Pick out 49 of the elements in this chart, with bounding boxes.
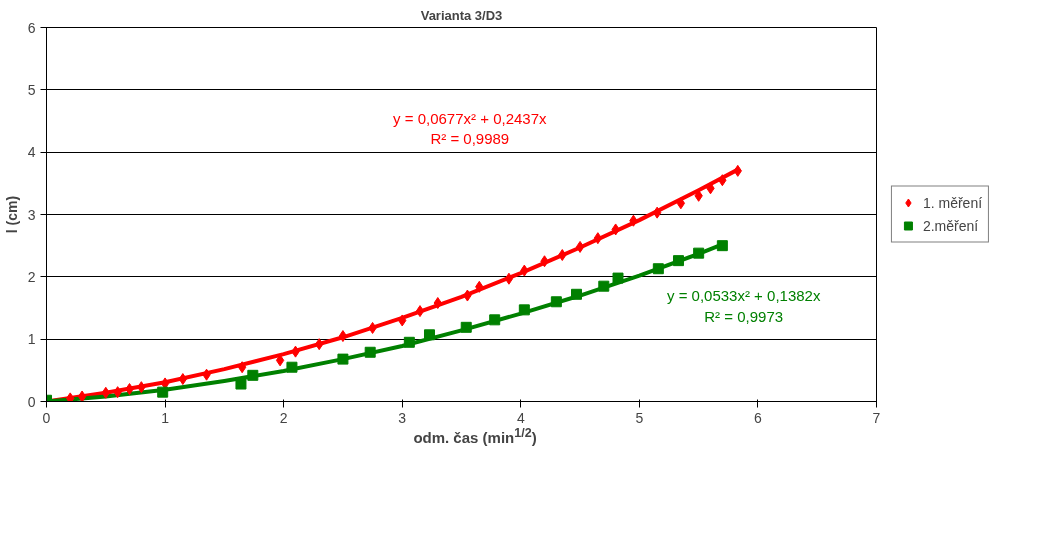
x-tick-label: 4 [516, 409, 525, 426]
y-axis-title: l (cm) [3, 195, 20, 234]
point [66, 392, 75, 402]
y-tick-label: 6 [27, 19, 36, 36]
point [693, 247, 705, 259]
point [652, 263, 664, 275]
x-tick-label: 7 [872, 409, 881, 426]
annotation: y = 0,0533x² + 0,1382x R² = 0,9973 [666, 287, 821, 325]
annotation: y = 0,0677x² + 0,2437x R² = 0,9989 [393, 109, 548, 148]
point [157, 386, 169, 398]
point [676, 197, 686, 210]
point [598, 280, 610, 292]
chart-title: Varianta 3/D3 [420, 7, 503, 23]
point [518, 304, 530, 316]
point [337, 353, 349, 365]
y-tick-label: 3 [27, 206, 36, 223]
y-tick-label: 5 [27, 81, 36, 98]
y-tick-label: 4 [27, 144, 36, 161]
x-tick-label: 0 [42, 409, 51, 426]
legend-label: 2.měření [922, 217, 979, 234]
point [489, 314, 501, 326]
point [460, 321, 472, 333]
x-tick-label: 2 [279, 409, 288, 426]
legend-label: 1. měření [922, 194, 983, 211]
x-tick-label: 3 [398, 409, 407, 426]
point [415, 305, 425, 318]
point [247, 369, 259, 381]
point [77, 390, 87, 402]
point [286, 361, 298, 373]
point [593, 232, 603, 245]
point [403, 336, 415, 348]
x-axis-title: odm. čas (min$^{1/2}$) [413, 425, 537, 448]
point [550, 296, 562, 308]
point [364, 346, 376, 358]
y-tick-label: 1 [27, 331, 36, 348]
point [716, 240, 728, 252]
point [672, 255, 684, 267]
point [571, 288, 583, 300]
x-tick-label: 6 [754, 409, 763, 426]
point [235, 378, 247, 390]
point [504, 272, 514, 285]
point [575, 240, 585, 253]
point [612, 272, 624, 284]
x-tick-label: 5 [635, 409, 644, 426]
x-tick-label: 1 [161, 409, 170, 426]
y-tick-label: 0 [27, 393, 36, 410]
point [237, 361, 247, 374]
point [423, 329, 435, 341]
y-tick-label: 2 [27, 268, 36, 285]
